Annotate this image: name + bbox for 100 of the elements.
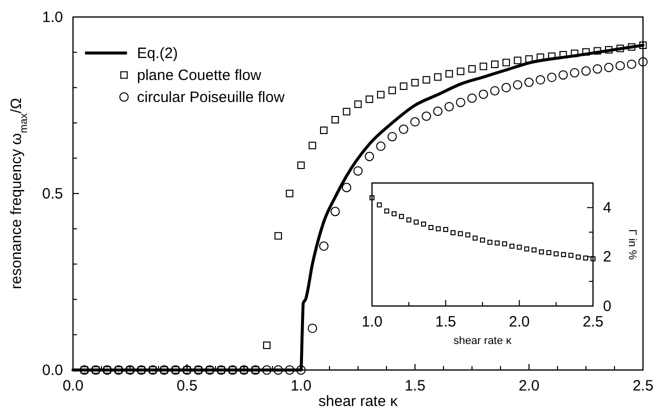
x-tick-label: 0.0 [62,378,84,395]
x-tick-label: 0.5 [176,378,198,395]
point [262,365,272,375]
point [592,64,602,74]
x-tick-label: 1.5 [435,314,456,331]
point [638,57,648,67]
point [576,254,581,260]
y-tick-label: 4 [603,199,612,216]
point [509,244,514,249]
point [524,78,534,88]
point [559,51,567,59]
x-tick-label: 1.0 [290,378,312,395]
point [388,86,396,94]
point [491,60,499,68]
point [639,41,647,49]
point [554,251,559,256]
point [570,50,578,58]
point [570,68,580,78]
point [594,47,602,55]
point [628,43,636,51]
point [400,82,408,90]
point [465,232,470,238]
x-axis-title: shear rate κ [453,335,512,347]
point [436,226,441,232]
point [353,166,363,176]
point [434,73,442,81]
point [616,44,624,52]
x-tick-label: 2.0 [508,314,530,331]
legend-label: plane Couette flow [137,67,262,84]
point [582,48,590,56]
point [286,190,294,198]
point [364,152,374,162]
x-tick-label: 1.0 [362,314,382,331]
x-tick-label: 2.5 [632,378,654,395]
point [398,214,404,219]
point [568,252,574,258]
point [284,365,294,375]
point [525,55,533,63]
point [376,202,382,208]
y-axis-title: Γ in % [626,229,638,260]
point [342,182,352,192]
point [581,66,591,76]
point [547,72,556,82]
point [392,211,397,216]
point [502,58,510,66]
point [590,256,596,262]
point [458,231,463,236]
point [480,62,488,70]
legend-label: circular Poiseuille flow [137,89,285,106]
point [296,365,306,375]
point [538,249,544,254]
point [456,98,466,108]
point [516,244,522,250]
point [514,56,522,64]
point [502,241,508,246]
point [274,365,283,375]
y-tick-label: 0.0 [42,362,63,379]
point [377,90,385,98]
point [308,324,318,334]
point [536,53,544,61]
x-tick-label: 2.5 [582,314,604,331]
point [330,206,340,216]
point [524,246,530,252]
point [308,142,316,150]
point [487,240,492,245]
y-tick-label: 2 [603,248,612,266]
y-tick-label: 1.0 [42,8,63,26]
x-axis-title: shear rate κ [318,393,398,410]
point [410,117,420,127]
point [320,126,328,134]
point [605,46,613,54]
point [502,82,511,92]
point [532,247,537,252]
point [384,208,390,214]
point [467,93,477,103]
point [319,241,328,251]
point [297,162,305,170]
legend-label: Eq.(2) [137,45,178,62]
point [450,230,456,236]
point [274,232,282,240]
point [331,116,339,124]
point [444,102,454,112]
point [433,106,442,116]
point [263,342,271,350]
point [342,108,350,116]
y-tick-label: 0 [603,298,612,315]
point [376,142,386,151]
point [406,217,412,222]
point [548,52,556,60]
point [421,222,426,227]
x-tick-label: 2.0 [518,378,540,395]
point [583,256,588,261]
x-tick-label: 1.5 [404,378,426,395]
point [561,252,566,258]
point [480,238,485,243]
point [494,240,500,246]
point [414,220,419,225]
point [472,236,478,241]
y-tick-label: 0.5 [42,185,63,202]
point [616,61,625,70]
